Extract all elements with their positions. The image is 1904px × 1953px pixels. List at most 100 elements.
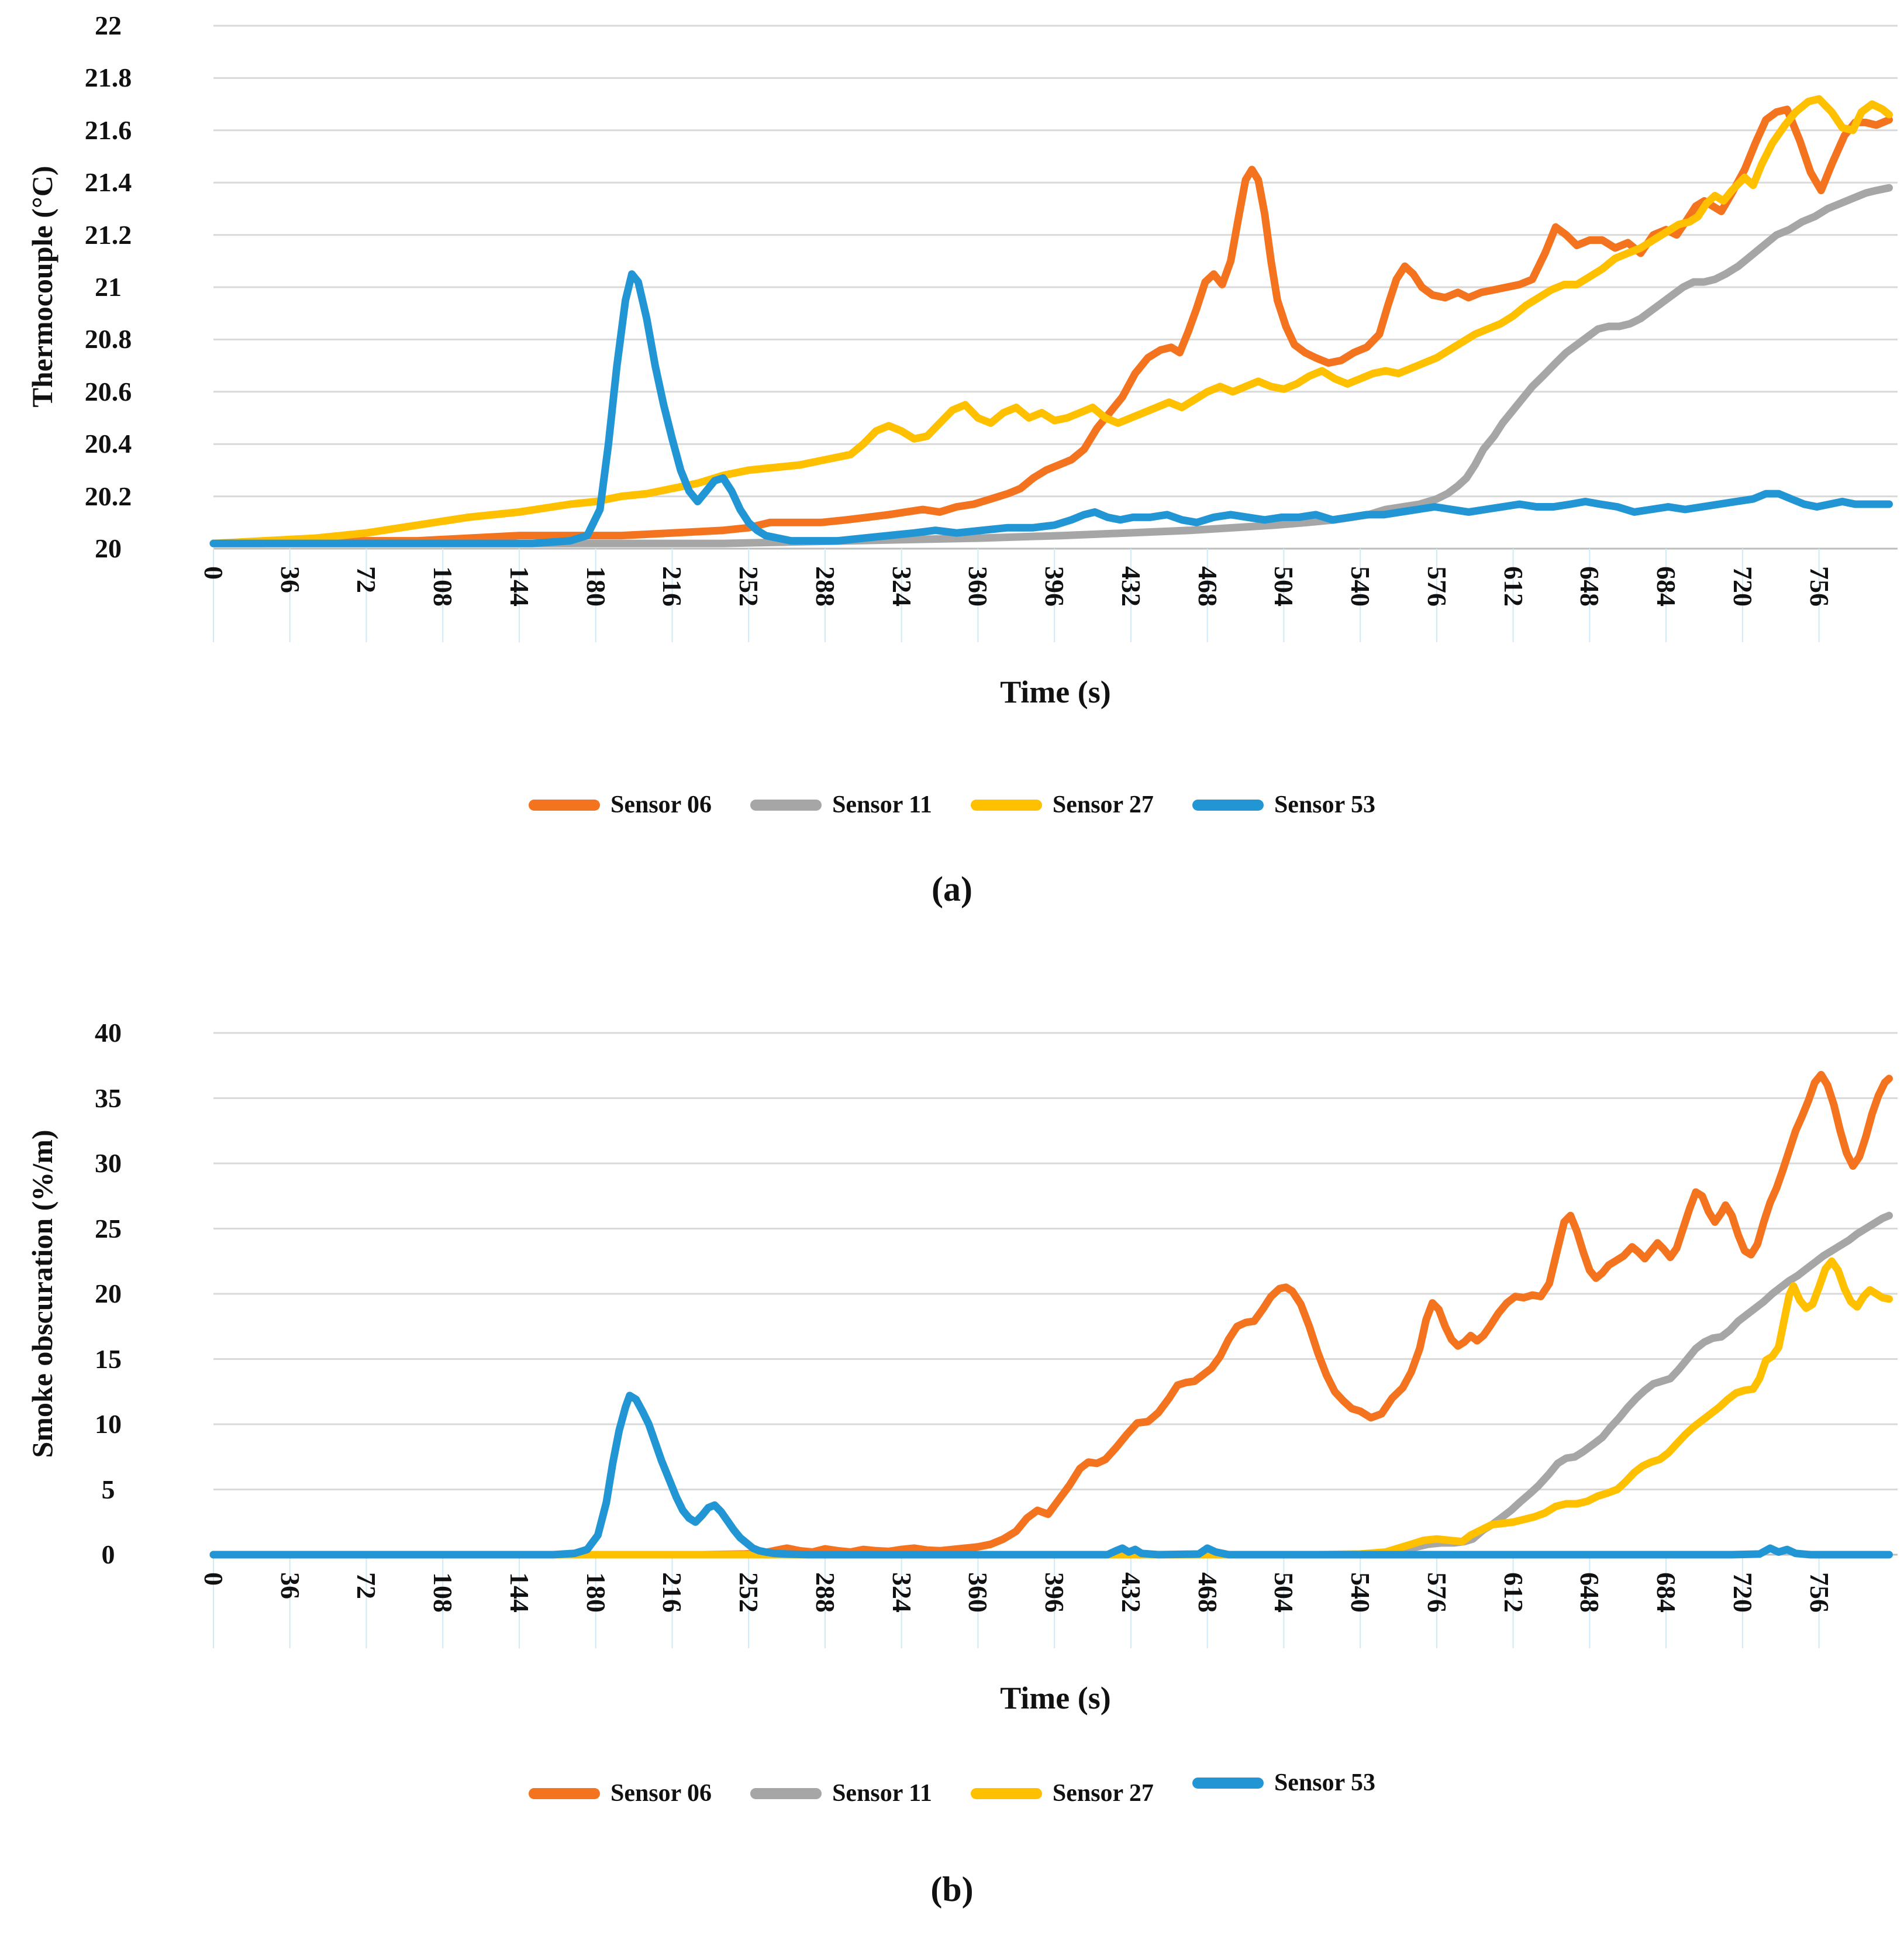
x-tick-label: 288 [810, 1572, 840, 1613]
legend-item-sensor-27: Sensor 27 [970, 1779, 1154, 1807]
x-tick-label: 684 [1651, 566, 1682, 607]
y-tick-label: 20.4 [84, 429, 132, 459]
x-tick-label: 756 [1804, 566, 1834, 607]
series-sensor-06 [209, 1070, 1893, 1559]
series-sensor-53 [209, 270, 1893, 547]
x-tick-label: 180 [581, 566, 611, 607]
y-tick-label: 22 [95, 11, 122, 40]
legend-swatch-icon [1192, 799, 1264, 811]
legend-label: Sensor 11 [832, 1780, 932, 1807]
legend-label: Sensor 11 [832, 791, 932, 818]
x-tick-label: 72 [351, 1572, 382, 1599]
x-tick-label: 540 [1346, 1572, 1376, 1613]
series-sensor-27 [209, 1257, 1893, 1559]
legend-item-sensor-27: Sensor 27 [970, 791, 1154, 819]
x-axis-title-time-a: Time (s) [1000, 674, 1111, 709]
x-tick-label: 36 [275, 1572, 305, 1599]
x-tick-label: 216 [657, 1572, 688, 1613]
legend-swatch-icon [750, 1787, 822, 1799]
legend-swatch-icon [970, 799, 1042, 811]
x-tick-label: 684 [1651, 1572, 1682, 1613]
x-tick-label: 0 [199, 1572, 229, 1586]
x-tick-label: 576 [1422, 1572, 1452, 1613]
x-tick-label: 252 [734, 1572, 764, 1613]
legend-item-sensor-06: Sensor 06 [528, 1779, 712, 1807]
y-tick-label: 20.8 [84, 324, 132, 354]
x-tick-label: 72 [351, 566, 382, 593]
y-tick-label: 40 [95, 1018, 122, 1048]
x-tick-label: 504 [1269, 566, 1299, 607]
x-tick-label: 720 [1727, 566, 1758, 607]
legend-label: Sensor 06 [610, 1780, 712, 1807]
legend-swatch-icon [970, 1787, 1042, 1799]
x-tick-label: 180 [581, 1572, 611, 1613]
y-tick-label: 25 [95, 1213, 122, 1244]
y-tick-label: 21.6 [84, 115, 132, 145]
x-tick-label: 468 [1192, 566, 1223, 607]
x-tick-label: 648 [1575, 1572, 1605, 1613]
x-tick-label: 324 [887, 566, 917, 607]
x-tick-label: 432 [1116, 566, 1146, 607]
legend-item-sensor-11: Sensor 11 [750, 1779, 932, 1807]
x-tick-label: 288 [810, 566, 840, 607]
legend-label: Sensor 53 [1274, 791, 1376, 818]
legend-label: Sensor 06 [610, 791, 712, 818]
x-tick-label: 36 [275, 566, 305, 593]
y-tick-label: 20.2 [84, 481, 132, 511]
x-tick-label: 216 [657, 566, 688, 607]
plot-area [209, 1032, 1898, 1648]
legend-swatch-icon [1192, 1777, 1264, 1789]
x-tick-label: 396 [1040, 566, 1070, 607]
series-sensor-27 [209, 95, 1893, 547]
x-tick-label: 612 [1498, 566, 1529, 607]
y-tick-label: 5 [101, 1474, 115, 1504]
x-tick-label: 108 [428, 1572, 458, 1613]
y-tick-label: 20 [95, 1279, 122, 1308]
series-sensor-06 [209, 105, 1893, 547]
legend-item-sensor-53: Sensor 53 [1192, 1769, 1375, 1797]
caption-b: (b) [930, 1870, 974, 1909]
legend-label: Sensor 53 [1274, 1769, 1376, 1796]
legend-item-sensor-53: Sensor 53 [1192, 791, 1375, 819]
x-tick-label: 360 [963, 566, 994, 607]
y-tick-label: 15 [95, 1344, 122, 1374]
legend-swatch-icon [528, 1787, 600, 1799]
legend-label: Sensor 27 [1052, 1780, 1154, 1807]
legend-thermocouple: Sensor 06 Sensor 11 Sensor 27 Sensor 53 [0, 791, 1904, 819]
x-tick-label: 396 [1040, 1572, 1070, 1613]
x-tick-label: 756 [1804, 1572, 1834, 1613]
x-tick-label: 0 [199, 566, 229, 580]
y-tick-label: 30 [95, 1148, 122, 1178]
x-tick-label: 324 [887, 1572, 917, 1613]
x-axis-title-time-b: Time (s) [1000, 1680, 1111, 1716]
x-tick-label: 576 [1422, 566, 1452, 607]
x-tick-label: 648 [1575, 566, 1605, 607]
plot-area [209, 25, 1898, 642]
legend-item-sensor-06: Sensor 06 [528, 791, 712, 819]
x-tick-label: 540 [1346, 566, 1376, 607]
x-tick-label: 612 [1498, 1572, 1529, 1613]
y-tick-label: 20 [95, 533, 122, 563]
y-tick-label: 21.4 [84, 167, 132, 198]
x-tick-label: 468 [1192, 1572, 1223, 1613]
caption-a: (a) [932, 870, 972, 908]
legend-label: Sensor 27 [1052, 791, 1154, 818]
y-tick-label: 21 [95, 272, 122, 302]
y-tick-label: 21.2 [84, 219, 132, 250]
y-tick-label: 35 [95, 1083, 122, 1113]
x-tick-label: 144 [504, 566, 534, 607]
x-tick-label: 144 [504, 1572, 534, 1613]
series-sensor-53 [209, 1391, 1893, 1559]
x-tick-label: 504 [1269, 1572, 1299, 1613]
x-tick-label: 432 [1116, 1572, 1146, 1613]
x-tick-label: 252 [734, 566, 764, 607]
y-tick-label: 20.6 [84, 376, 132, 407]
y-tick-label: 0 [101, 1539, 115, 1569]
x-tick-label: 720 [1727, 1572, 1758, 1613]
legend-swatch-icon [528, 799, 600, 811]
legend-swatch-icon [750, 799, 822, 811]
x-tick-label: 360 [963, 1572, 994, 1613]
legend-item-sensor-11: Sensor 11 [750, 791, 932, 819]
y-tick-label: 10 [95, 1409, 122, 1439]
